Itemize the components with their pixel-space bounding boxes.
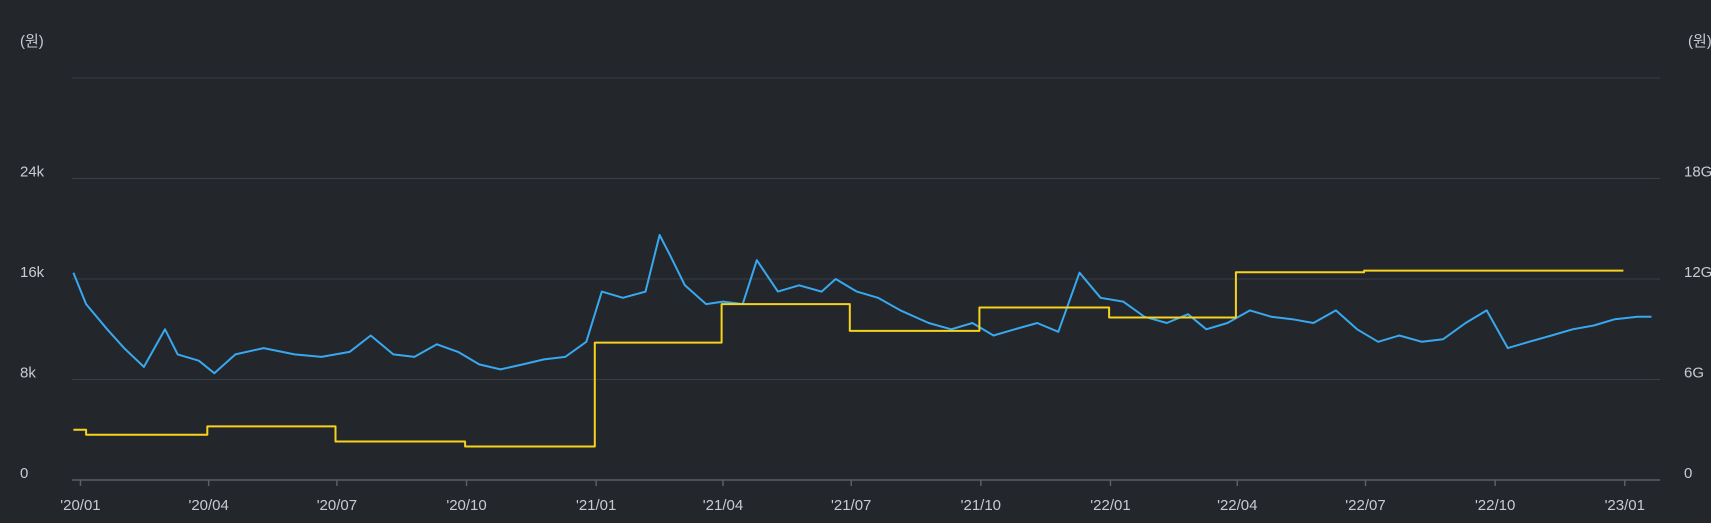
x-tick-4: '21/01	[576, 497, 616, 514]
x-tick-5: '21/04	[703, 497, 743, 514]
series-line-1	[73, 269, 1624, 448]
left-tick-2: 16k	[20, 264, 45, 281]
x-tick-12: '23/01	[1605, 497, 1645, 514]
right-tick-1: 6G	[1684, 365, 1704, 382]
x-tick-10: '22/07	[1345, 497, 1385, 514]
left-axis-unit: (원)	[20, 33, 44, 50]
x-tick-6: '21/07	[831, 497, 871, 514]
left-tick-3: 24k	[20, 164, 45, 181]
x-tick-11: '22/10	[1475, 497, 1515, 514]
right-tick-3: 18G	[1684, 164, 1711, 181]
right-tick-2: 12G	[1684, 264, 1711, 281]
x-tick-0: '20/01	[60, 497, 100, 514]
x-tick-9: '22/04	[1217, 497, 1257, 514]
left-tick-1: 8k	[20, 365, 36, 382]
x-tick-8: '22/01	[1090, 497, 1130, 514]
left-tick-0: 0	[20, 465, 28, 482]
right-axis-unit: (원)	[1688, 33, 1711, 50]
x-tick-7: '21/10	[961, 497, 1001, 514]
x-tick-3: '20/10	[446, 497, 486, 514]
x-tick-1: '20/04	[188, 497, 228, 514]
x-tick-2: '20/07	[317, 497, 357, 514]
series-line-0	[72, 234, 1652, 375]
right-tick-0: 0	[1684, 465, 1692, 482]
